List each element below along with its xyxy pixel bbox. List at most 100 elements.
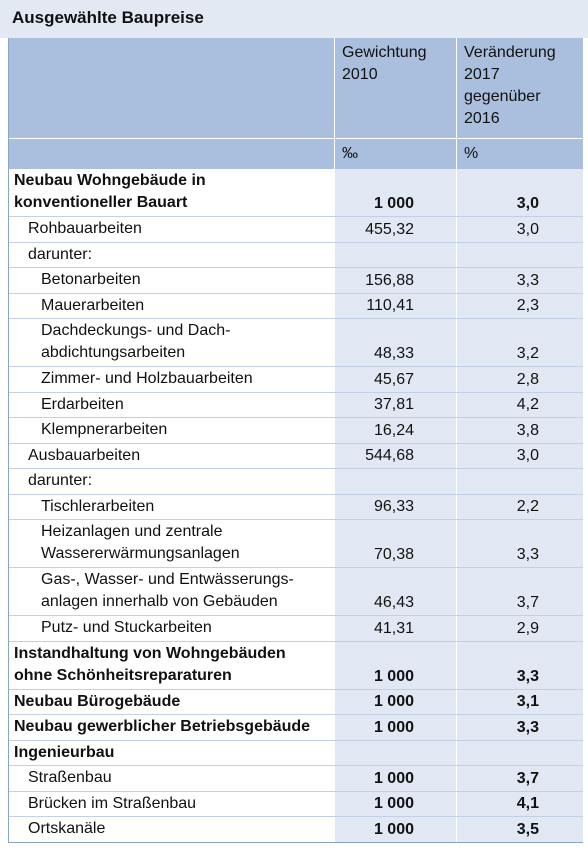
value-cell: 3,3 (456, 268, 583, 293)
value-cell: 110,41 (334, 293, 456, 318)
header-text: Veränderung (464, 44, 556, 61)
label-line: Brücken im Straßenbau (28, 794, 197, 812)
label-line: Rohbauarbeiten (28, 220, 142, 237)
label-line: Ortskanäle (28, 820, 106, 837)
value-cell: 3,1 (456, 689, 583, 714)
table-row: Ausbauarbeiten 544,68 3,0 (9, 442, 583, 468)
value-cell: 41,31 (334, 616, 456, 641)
row-label: Rohbauarbeiten (9, 217, 334, 242)
cell-value: 45,67 (373, 370, 414, 388)
label-line: Dachdeckungs- und Dach- (41, 322, 231, 339)
cell-value: 1 000 (373, 820, 414, 838)
cell-value: 3,0 (516, 195, 539, 212)
row-label: Gas-, Wasser- und Entwässerungs-anlagen … (9, 568, 334, 615)
row-label: Zimmer- und Holzbauarbeiten (9, 367, 334, 392)
cell-value: 3,3 (516, 667, 539, 685)
row-label: Instandhaltung von Wohngebäuden ohne Schö… (9, 641, 334, 689)
cell-value: 110,41 (366, 297, 414, 314)
value-cell: 2,3 (456, 293, 583, 318)
label-line: Tischlerarbeiten (41, 497, 155, 515)
value-cell: 4,2 (456, 392, 583, 417)
row-label: darunter: (9, 469, 334, 494)
value-cell: 4,1 (456, 791, 583, 816)
value-cell: 156,88 (334, 268, 456, 293)
value-cell: 45,67 (334, 367, 456, 392)
label-line: Wassererwärmungsanlagen (41, 545, 240, 562)
label-line: Putz- und Stuckarbeiten (41, 619, 212, 636)
table-row: Betonarbeiten 156,88 3,3 (9, 267, 583, 293)
cell-value: 1 000 (373, 795, 414, 812)
cell-value: 156,88 (365, 271, 414, 289)
header-text: 2010 (342, 66, 378, 83)
label-line: Gas-, Wasser- und Entwässerungs- (41, 571, 294, 588)
value-cell: 1 000 (334, 817, 456, 842)
label-line: konventioneller Bauart (14, 194, 188, 211)
row-label: Brücken im Straßenbau (9, 791, 334, 816)
table-row: Putz- und Stuckarbeiten 41,31 2,9 (9, 615, 583, 641)
table-row: Erdarbeiten 37,81 4,2 (9, 391, 583, 417)
table-row: Ortskanäle 1 000 3,5 (9, 816, 583, 842)
cell-value: 3,7 (516, 594, 539, 611)
cell-value: 70,38 (373, 546, 414, 563)
value-cell (456, 740, 583, 765)
cell-value: 1 000 (373, 718, 414, 736)
value-cell: 1 000 (334, 641, 456, 689)
cell-value: 46,43 (373, 594, 414, 611)
header-text: 2016 (464, 110, 500, 127)
value-cell: 48,33 (334, 319, 456, 366)
value-cell: 1 000 (334, 169, 456, 216)
value-cell (334, 469, 456, 494)
value-cell (456, 242, 583, 267)
label-line: anlagen innerhalb von Gebäuden (41, 593, 278, 610)
label-line: darunter: (28, 472, 93, 489)
value-cell: 544,68 (334, 443, 456, 468)
row-label: Erdarbeiten (9, 392, 334, 417)
cell-value: 3,7 (516, 769, 539, 787)
cell-value: 3,0 (516, 447, 539, 464)
header-cell: Gewichtung 2010 (334, 38, 456, 138)
cell-value: 37,81 (373, 396, 414, 413)
value-cell: 3,3 (456, 520, 583, 567)
table-row: Heizanlagen und zentrale Wassererwärmungs… (9, 519, 583, 567)
cell-value: 1 000 (373, 769, 414, 787)
label-line: ohne Schönheitsreparaturen (14, 666, 232, 684)
label-line: Instandhaltung von Wohngebäuden (14, 644, 286, 662)
table-row: Tischlerarbeiten 96,33 2,2 (9, 493, 583, 519)
table-row: Gas-, Wasser- und Entwässerungs-anlagen … (9, 567, 583, 615)
unit-cell: ‰ (334, 139, 456, 169)
cell-value: 1 000 (373, 195, 414, 212)
label-line: Betonarbeiten (41, 271, 141, 288)
table-row: Klempnerarbeiten 16,24 3,8 (9, 417, 583, 443)
cell-value: 3,5 (516, 820, 539, 838)
cell-value: 3,3 (516, 718, 539, 736)
table-row: Rohbauarbeiten 455,32 3,0 (9, 216, 583, 242)
row-label: Neubau Bürogebäude (9, 689, 334, 714)
label-line: Neubau Bürogebäude (14, 692, 181, 710)
value-cell (334, 242, 456, 267)
table-row: Instandhaltung von Wohngebäuden ohne Schö… (9, 640, 583, 689)
row-label: Ingenieurbau (9, 740, 334, 765)
label-line: Erdarbeiten (41, 395, 124, 413)
value-cell: 455,32 (334, 217, 456, 242)
value-cell: 3,0 (456, 217, 583, 242)
header-row: Gewichtung 2010 Veränderung 2017 gegenüber 2… (9, 38, 583, 138)
value-cell: 2,8 (456, 367, 583, 392)
cell-value: 96,33 (373, 498, 414, 515)
row-label: Mauerarbeiten (9, 293, 334, 318)
row-label: Neubau gewerblicher Betriebsgebäude (9, 715, 334, 740)
cell-value: 4,2 (516, 396, 539, 413)
value-cell: 1 000 (334, 791, 456, 816)
value-cell: 46,43 (334, 568, 456, 615)
cell-value: 3,3 (516, 546, 539, 563)
header-text: 2017 (464, 66, 500, 83)
row-label: Straßenbau (9, 766, 334, 791)
cell-value: 544,68 (365, 447, 414, 464)
unit-cell: % (456, 139, 583, 169)
label-line: Mauerarbeiten (41, 296, 145, 314)
cell-value: 3,1 (516, 693, 539, 710)
cell-value: 2,3 (516, 297, 539, 314)
value-cell: 2,2 (456, 494, 583, 519)
value-cell: 70,38 (334, 520, 456, 567)
label-line: Zimmer- und Holzbauarbeiten (41, 370, 253, 387)
